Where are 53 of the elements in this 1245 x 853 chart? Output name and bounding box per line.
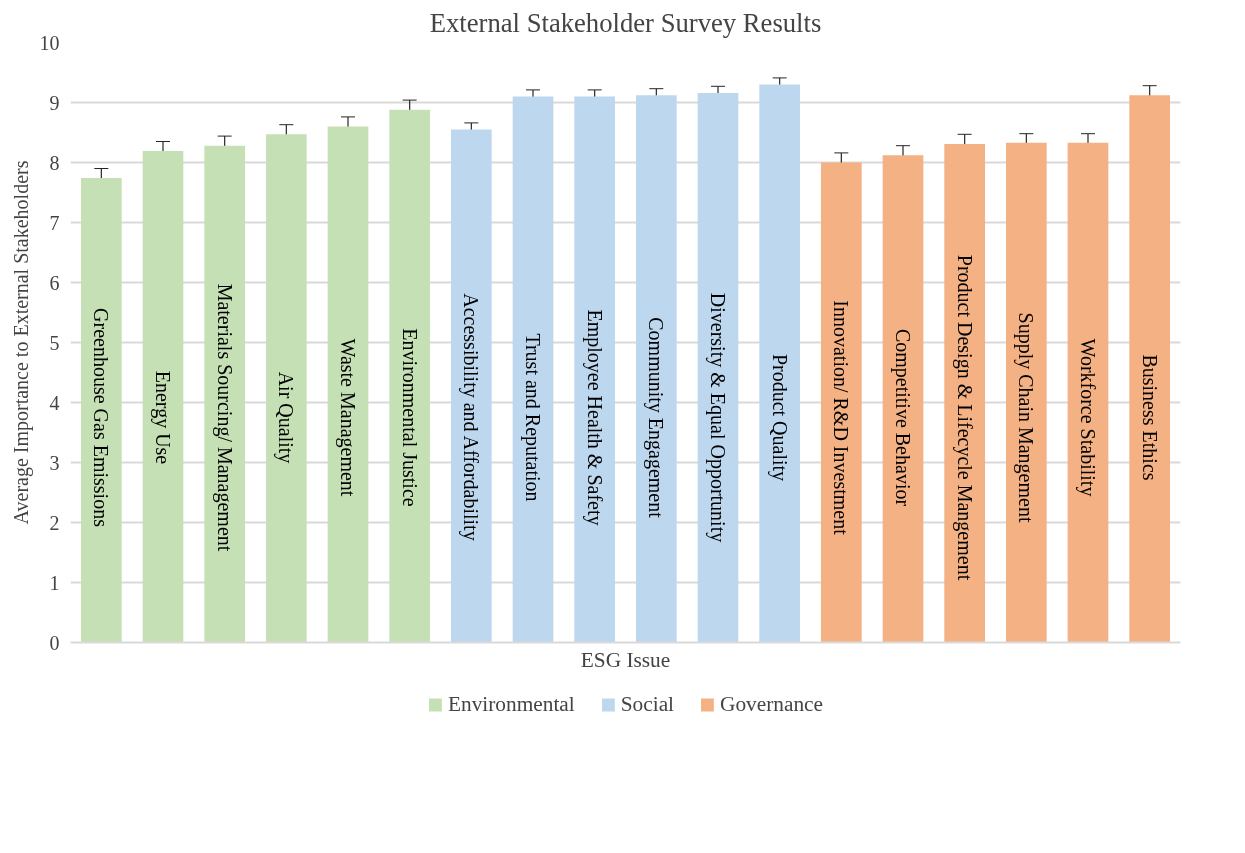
y-tick-label: 5 bbox=[49, 331, 60, 354]
y-tick-label: 6 bbox=[49, 271, 60, 294]
y-tick-label: 2 bbox=[49, 511, 60, 534]
x-tick-label: Innovation/ R&D Investment bbox=[830, 300, 853, 536]
y-tick-label: 10 bbox=[39, 31, 60, 54]
x-tick-label: Business Ethics bbox=[1138, 354, 1161, 481]
y-tick-label: 9 bbox=[49, 91, 60, 114]
y-tick-label: 0 bbox=[49, 631, 60, 654]
x-tick-label: Diversity & Equal Opportunity bbox=[706, 292, 729, 543]
bar bbox=[265, 134, 307, 643]
x-tick-label: Waste Management bbox=[336, 338, 359, 497]
bar bbox=[204, 145, 246, 643]
bar bbox=[512, 96, 554, 643]
y-tick-label: 1 bbox=[49, 571, 60, 594]
chart-title: External Stakeholder Survey Results bbox=[429, 7, 822, 38]
x-tick-label: Environmental Justice bbox=[398, 328, 421, 507]
bar bbox=[635, 95, 677, 643]
y-tick-label: 3 bbox=[49, 451, 60, 474]
bar bbox=[1005, 142, 1047, 643]
x-tick-label: Product Design & Lifecycle Mangement bbox=[952, 254, 976, 581]
y-tick-label: 4 bbox=[49, 391, 60, 414]
bar bbox=[882, 155, 924, 643]
bar bbox=[142, 151, 184, 643]
x-tick-label: Employee Health & Safety bbox=[582, 309, 606, 526]
y-tick-label: 7 bbox=[49, 211, 60, 234]
x-tick-label: Energy Use bbox=[151, 370, 174, 465]
y-tick-label: 8 bbox=[49, 151, 60, 174]
bar bbox=[327, 126, 369, 643]
legend-label: Governance bbox=[720, 691, 824, 717]
x-tick-label: Workforce Stability bbox=[1076, 338, 1099, 497]
bar bbox=[697, 92, 739, 643]
x-tick-label: Air Quality bbox=[274, 371, 298, 464]
bar bbox=[450, 129, 492, 643]
bar bbox=[820, 162, 862, 643]
x-tick-label: Materials Sourcing/ Management bbox=[212, 283, 236, 552]
x-tick-label: Greenhouse Gas Emissions bbox=[90, 308, 113, 528]
bar bbox=[574, 96, 616, 643]
x-tick-label: Community Engagement bbox=[644, 317, 668, 519]
bar bbox=[1067, 142, 1109, 643]
y-axis-title: Average Importance to External Stakeholders bbox=[9, 160, 33, 525]
bar bbox=[759, 84, 801, 643]
bar bbox=[80, 178, 122, 643]
x-tick-label: Product Quality bbox=[767, 353, 791, 482]
legend-label: Social bbox=[620, 691, 675, 717]
x-tick-label: Trust and Reputation bbox=[521, 333, 544, 502]
legend-label: Environmental bbox=[447, 691, 575, 717]
bar bbox=[944, 143, 986, 643]
x-axis-title: ESG Issue bbox=[580, 647, 671, 672]
bar bbox=[1129, 95, 1171, 643]
x-tick-label: Accessibility and Affordability bbox=[459, 293, 483, 541]
x-tick-label: Competitive Behavior bbox=[891, 328, 914, 507]
x-tick-label: Supply Chain Mangement bbox=[1014, 312, 1038, 523]
bar bbox=[389, 109, 431, 643]
